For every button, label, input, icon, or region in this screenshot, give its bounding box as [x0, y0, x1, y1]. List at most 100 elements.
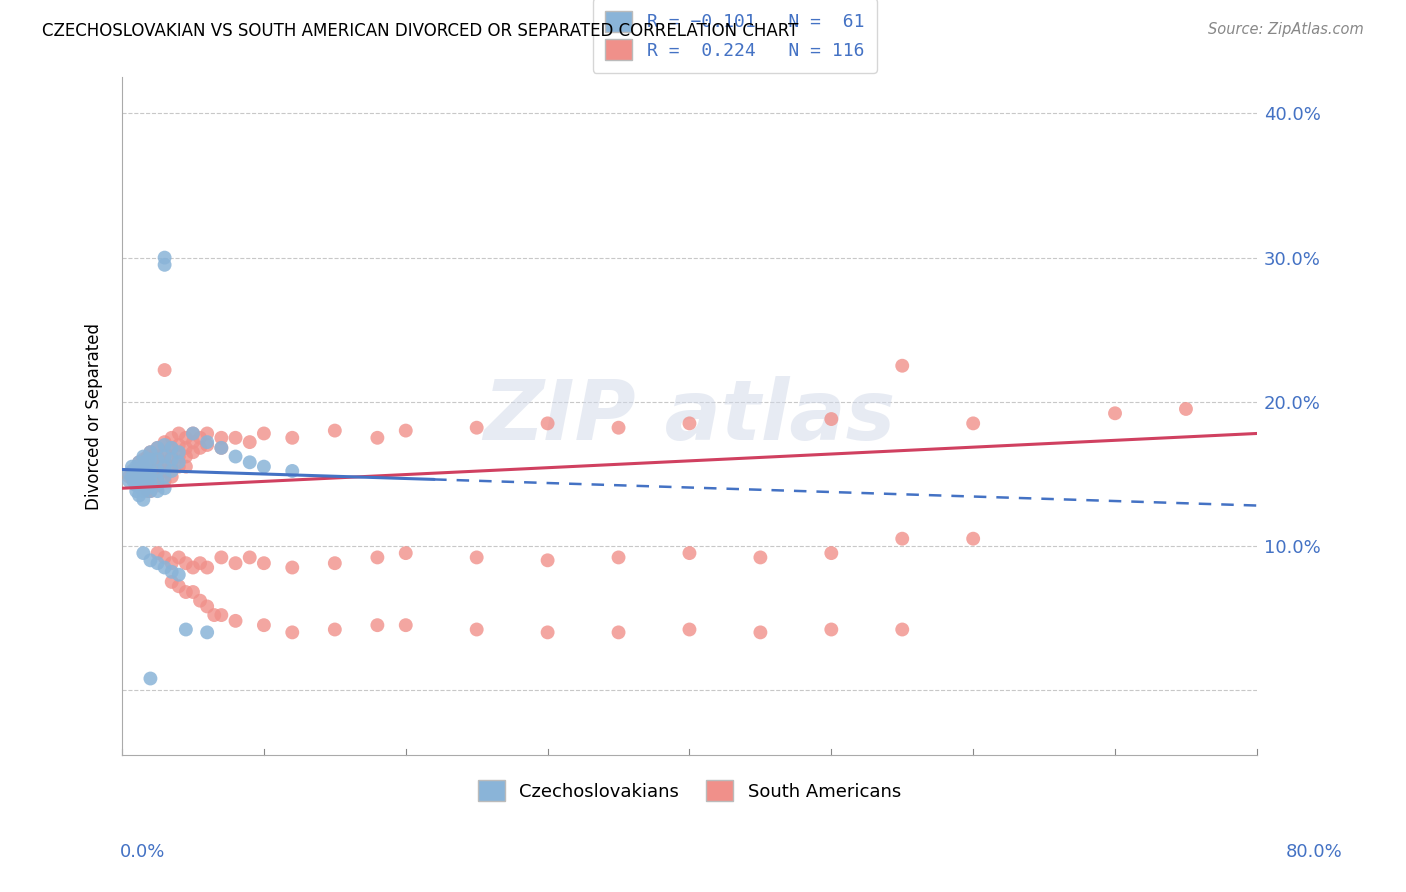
Point: [118, 474, 141, 488]
Point: [209, 441, 232, 455]
Point: [281, 560, 304, 574]
Point: [118, 469, 141, 483]
Point: [146, 478, 169, 492]
Point: [153, 474, 176, 488]
Point: [160, 441, 183, 455]
Point: [181, 560, 204, 574]
Point: [139, 464, 162, 478]
Point: [160, 565, 183, 579]
Point: [174, 556, 197, 570]
Point: [139, 445, 162, 459]
Point: [136, 474, 159, 488]
Point: [225, 431, 247, 445]
Point: [136, 474, 159, 488]
Point: [153, 481, 176, 495]
Point: [366, 431, 388, 445]
Point: [209, 431, 232, 445]
Point: [174, 441, 197, 455]
Legend: Czechoslovakians, South Americans: Czechoslovakians, South Americans: [465, 767, 914, 814]
Point: [366, 618, 388, 632]
Point: [253, 426, 276, 441]
Point: [153, 258, 176, 272]
Text: Source: ZipAtlas.com: Source: ZipAtlas.com: [1208, 22, 1364, 37]
Point: [160, 441, 183, 455]
Point: [122, 474, 145, 488]
Point: [160, 574, 183, 589]
Point: [132, 450, 155, 464]
Point: [160, 464, 183, 478]
Point: [891, 359, 914, 373]
Point: [153, 455, 176, 469]
Point: [132, 469, 155, 483]
Point: [323, 556, 346, 570]
Point: [139, 474, 162, 488]
Point: [188, 431, 211, 445]
Point: [174, 431, 197, 445]
Point: [188, 593, 211, 607]
Point: [160, 450, 183, 464]
Point: [607, 550, 630, 565]
Point: [132, 459, 155, 474]
Point: [139, 452, 162, 467]
Point: [146, 459, 169, 474]
Point: [181, 435, 204, 450]
Point: [153, 435, 176, 450]
Point: [132, 484, 155, 499]
Point: [678, 417, 700, 431]
Point: [239, 550, 262, 565]
Point: [536, 553, 558, 567]
Point: [136, 484, 159, 499]
Point: [225, 614, 247, 628]
Point: [366, 550, 388, 565]
Point: [395, 618, 418, 632]
Point: [153, 450, 176, 464]
Point: [253, 556, 276, 570]
Point: [132, 546, 155, 560]
Point: [465, 550, 488, 565]
Point: [181, 426, 204, 441]
Point: [820, 546, 842, 560]
Point: [128, 474, 150, 488]
Point: [167, 579, 190, 593]
Text: 80.0%: 80.0%: [1286, 843, 1343, 861]
Point: [136, 450, 159, 464]
Point: [209, 608, 232, 623]
Point: [146, 452, 169, 467]
Point: [167, 567, 190, 582]
Point: [128, 478, 150, 492]
Point: [395, 546, 418, 560]
Point: [139, 445, 162, 459]
Point: [128, 455, 150, 469]
Point: [128, 455, 150, 469]
Point: [153, 469, 176, 483]
Point: [188, 441, 211, 455]
Point: [132, 474, 155, 488]
Point: [125, 474, 148, 488]
Point: [153, 363, 176, 377]
Point: [323, 424, 346, 438]
Point: [153, 464, 176, 478]
Point: [132, 478, 155, 492]
Point: [136, 452, 159, 467]
Point: [195, 625, 218, 640]
Point: [146, 546, 169, 560]
Text: CZECHOSLOVAKIAN VS SOUTH AMERICAN DIVORCED OR SEPARATED CORRELATION CHART: CZECHOSLOVAKIAN VS SOUTH AMERICAN DIVORC…: [42, 22, 799, 40]
Point: [153, 445, 176, 459]
Point: [678, 546, 700, 560]
Point: [146, 556, 169, 570]
Point: [122, 464, 145, 478]
Point: [891, 623, 914, 637]
Point: [132, 459, 155, 474]
Point: [181, 426, 204, 441]
Point: [225, 556, 247, 570]
Point: [323, 623, 346, 637]
Point: [607, 420, 630, 434]
Point: [167, 459, 190, 474]
Point: [160, 431, 183, 445]
Point: [132, 492, 155, 507]
Point: [225, 450, 247, 464]
Point: [125, 464, 148, 478]
Point: [1104, 406, 1126, 420]
Point: [121, 469, 143, 483]
Point: [146, 469, 169, 483]
